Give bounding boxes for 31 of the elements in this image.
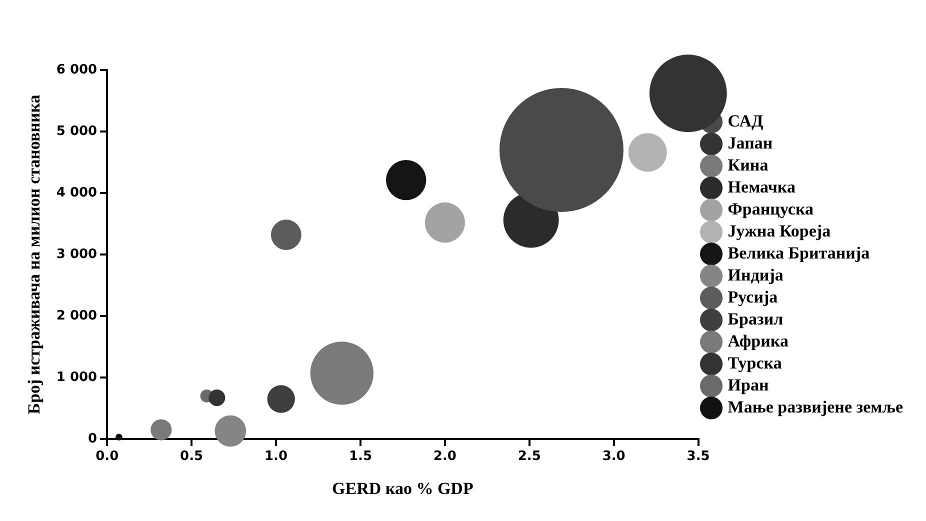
- legend-label: Јапан: [728, 133, 773, 152]
- legend-label: Француска: [728, 199, 814, 218]
- legend-label: Велика Британија: [728, 243, 870, 262]
- y-tick-label: 6 000: [56, 62, 98, 78]
- legend-label: Африка: [728, 331, 789, 350]
- legend-label: Јужна Кореја: [728, 221, 832, 240]
- x-tick-label: 1.0: [264, 449, 288, 464]
- y-tick-label: 5 000: [56, 124, 98, 139]
- legend-label: Турска: [728, 353, 782, 372]
- x-tick-label: 1.5: [348, 449, 372, 464]
- legend-label: САД: [728, 111, 764, 130]
- x-tick-label: 0.0: [96, 449, 119, 464]
- y-tick-label: 0: [88, 431, 98, 446]
- x-tick-label: 0.5: [180, 449, 204, 464]
- x-tick-label: 2.5: [518, 449, 541, 464]
- y-tick-label: 4 000: [56, 185, 98, 200]
- x-tick-label: 3.0: [602, 449, 626, 464]
- legend-label: Иран: [728, 375, 769, 394]
- legend-label: Немачка: [728, 177, 796, 196]
- x-axis-title: GERD као % GDP: [332, 479, 474, 498]
- legend-label: Русија: [728, 287, 778, 306]
- legend-label: Бразил: [728, 309, 784, 328]
- x-tick-label: 2.0: [433, 449, 456, 464]
- x-tick-label: 3.5: [686, 449, 710, 464]
- legend-label: Кина: [728, 155, 769, 174]
- y-tick-label: 3 000: [56, 246, 98, 262]
- y-tick-label: 1 000: [56, 370, 98, 385]
- y-tick-label: 2 000: [56, 308, 98, 324]
- legend-label: Индија: [728, 265, 784, 284]
- y-axis-title: Број истраживача на милион становника: [24, 94, 44, 414]
- legend-label: Мање развијене земље: [728, 397, 904, 416]
